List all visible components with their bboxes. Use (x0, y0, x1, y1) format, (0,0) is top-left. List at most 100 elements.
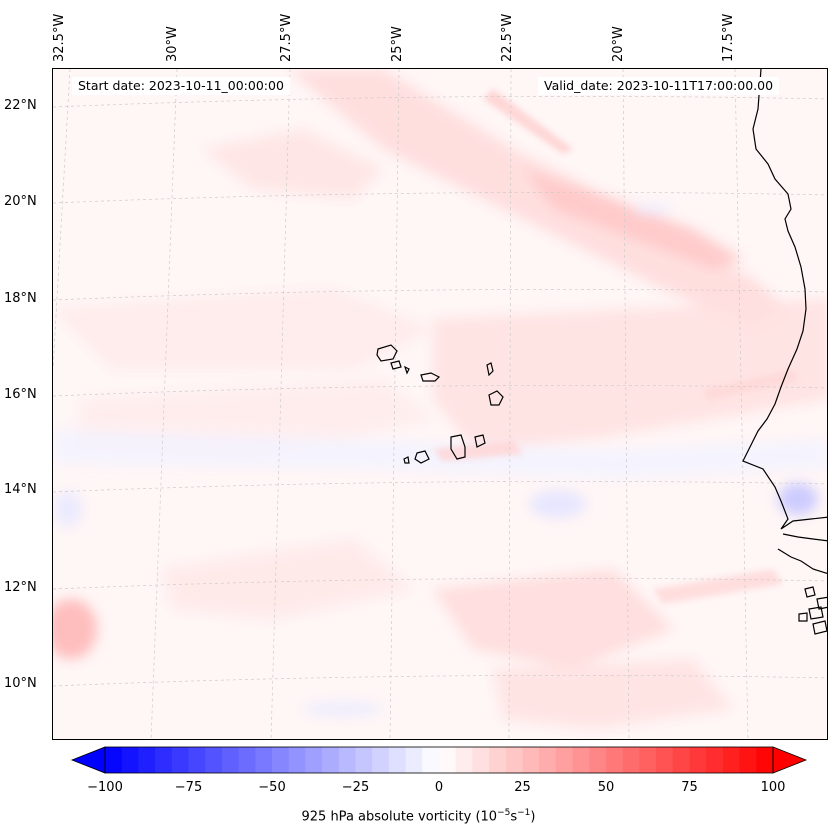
colorbar-cell (355, 747, 373, 773)
bijagos-island (816, 596, 827, 610)
lon-label: 17.5°W (721, 13, 736, 62)
grid-parallel (53, 288, 827, 301)
colorbar-cell (255, 747, 273, 773)
colorbar-cell (388, 747, 407, 773)
colorbar-cell (672, 747, 691, 773)
colorbar-cell (105, 747, 123, 773)
grid-parallel (53, 384, 827, 397)
vorticity-band-positive (433, 569, 673, 669)
colorbar-units-exp2: −1 (517, 808, 531, 818)
colorbar-tick: 100 (760, 780, 786, 795)
colorbar-cell (706, 747, 724, 773)
colorbar-cell (689, 747, 707, 773)
map-frame[interactable] (52, 68, 828, 740)
bijagos-island (804, 586, 816, 598)
colorbar-cell (422, 747, 440, 773)
colorbar-cell (171, 747, 190, 773)
lon-label: 32.5°W (52, 13, 67, 62)
colorbar-cell (722, 747, 741, 773)
colorbar-label-text: 925 hPa absolute vorticity (301, 809, 472, 825)
vorticity-min (54, 491, 82, 527)
grid-meridian (508, 69, 512, 739)
colorbar-cell (221, 747, 240, 773)
grid-meridian (389, 69, 400, 739)
grid-meridian (622, 69, 630, 739)
colorbar-tick: 0 (434, 780, 444, 795)
colorbar-tick: −100 (87, 780, 123, 795)
grid-parallel (53, 480, 827, 493)
grid-parallel (53, 191, 827, 204)
colorbar-cell (338, 747, 357, 773)
coastlines (376, 69, 827, 635)
vorticity-min (303, 701, 383, 717)
bijagos-island (798, 612, 808, 622)
colorbar-cell (205, 747, 223, 773)
vorticity-band-positive (433, 299, 827, 449)
lon-label: 22.5°W (500, 13, 515, 62)
colorbar-tick: −50 (258, 780, 286, 795)
cape-verde-sao-vicente (390, 360, 402, 370)
colorbar-cell (238, 747, 256, 773)
vorticity-band-positive (493, 659, 733, 729)
colorbar-cell (405, 747, 423, 773)
cape-verde-fogo (414, 450, 430, 464)
grid-meridian (734, 69, 749, 739)
colorbar-extend-high (772, 746, 808, 774)
colorbar-cell (622, 747, 640, 773)
lon-label: 20°W (611, 26, 626, 62)
colorbar-cell (522, 747, 540, 773)
colorbar-cell (288, 747, 306, 773)
graticule (53, 69, 827, 739)
colorbar-units-mid: s (510, 809, 518, 825)
vorticity-max-southwest (53, 599, 97, 659)
vorticity-band-positive (53, 289, 433, 369)
start-date-label: Start date: 2023-10-11_00:00:00 (72, 77, 290, 95)
lat-label: 20°N (4, 194, 37, 209)
bijagos-island (812, 620, 827, 635)
colorbar-cell (606, 747, 624, 773)
colorbar-cell (455, 747, 473, 773)
colorbar-cell (439, 747, 457, 773)
colorbar-cell (138, 747, 156, 773)
colorbar-label: 925 hPa absolute vorticity (10−5s−1) (0, 808, 837, 824)
colorbar-cell (489, 747, 507, 773)
colorbar-tick: −75 (174, 780, 203, 795)
lat-label: 12°N (4, 580, 37, 595)
lon-label: 25°W (390, 26, 405, 62)
grid-meridian (270, 69, 291, 739)
cape-verde-santa-luzia (403, 365, 410, 375)
colorbar-tick: 75 (681, 780, 698, 795)
colorbar-units-pre: (10 (475, 809, 498, 825)
vorticity-min (633, 203, 673, 215)
lon-label: 27.5°W (279, 13, 294, 62)
valid-date-label: Valid_date: 2023-10-11T17:00:00.00 (538, 77, 780, 95)
lat-label: 16°N (4, 387, 37, 402)
grid-parallel (53, 674, 827, 687)
lat-label: 10°N (4, 676, 37, 691)
vorticity-streaks (433, 89, 798, 604)
colorbar-cell (305, 747, 323, 773)
grid-meridian (53, 69, 71, 370)
colorbar-cell (739, 747, 757, 773)
colorbar-units-exp1: −5 (497, 808, 511, 818)
cape-verde-brava (403, 456, 410, 464)
colorbar-cell (372, 747, 390, 773)
gambia-coastline (782, 533, 827, 542)
vorticity-min (530, 490, 586, 518)
lat-label: 22°N (4, 98, 37, 113)
colorbar-cell (555, 747, 574, 773)
colorbar-cell (572, 747, 590, 773)
vorticity-streak (653, 569, 783, 604)
colorbar-cell (656, 747, 674, 773)
vorticity-map[interactable] (53, 69, 828, 740)
colorbar-cell (155, 747, 173, 773)
vorticity-band-positive (288, 69, 788, 329)
colorbar (70, 746, 808, 774)
cape-verde-sao-nicolau (420, 372, 441, 382)
vorticity-band-strong (523, 169, 743, 269)
colorbar-cell (589, 747, 607, 773)
cape-verde-boa-vista (488, 390, 504, 406)
lat-label: 14°N (4, 482, 37, 497)
lat-label: 18°N (4, 291, 37, 306)
vorticity-band-positive (163, 539, 413, 619)
